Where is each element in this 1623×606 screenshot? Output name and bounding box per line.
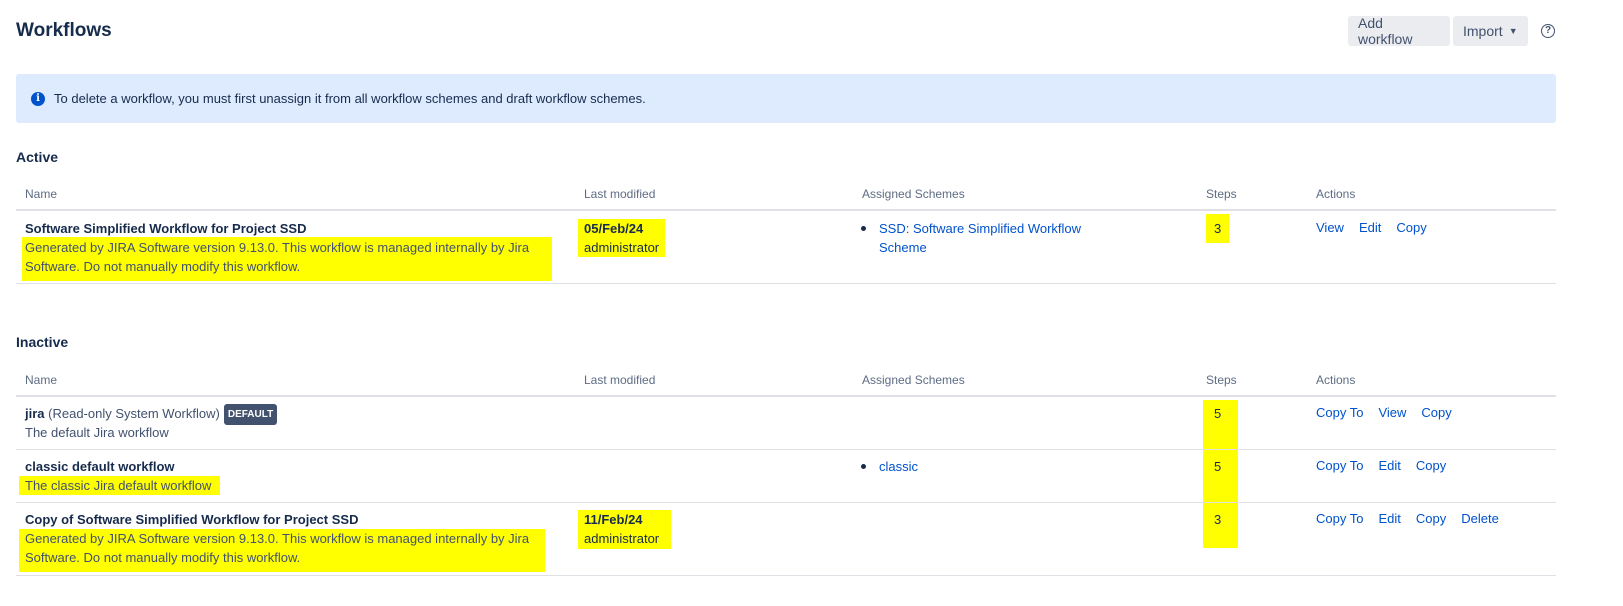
col-name: Name <box>25 187 58 201</box>
workflow-description: Software. Do not manually modify this wo… <box>25 259 301 274</box>
bullet-icon <box>861 226 866 231</box>
scheme-link[interactable]: SSD: Software Simplified Workflow <box>879 221 1082 236</box>
chevron-down-icon: ▼ <box>1508 26 1518 36</box>
section-title-inactive: Inactive <box>16 334 69 350</box>
header-divider <box>16 395 1556 397</box>
copy-to-link[interactable]: Copy To <box>1316 458 1364 473</box>
workflow-description: The default Jira workflow <box>25 425 169 440</box>
copy-link[interactable]: Copy <box>1421 405 1452 420</box>
modified-user: administrator <box>584 240 660 255</box>
col-last-modified: Last modified <box>584 187 656 201</box>
col-name: Name <box>25 373 58 387</box>
workflow-name-text: jira <box>25 406 45 421</box>
copy-to-link[interactable]: Copy To <box>1316 511 1364 526</box>
col-actions: Actions <box>1316 187 1356 201</box>
workflow-description: The classic Jira default workflow <box>25 478 212 493</box>
scheme-link[interactable]: classic <box>879 459 919 474</box>
workflow-description: Software. Do not manually modify this wo… <box>25 550 301 565</box>
workflow-description: Generated by JIRA Software version 9.13.… <box>25 240 530 255</box>
add-workflow-button[interactable]: Add workflow <box>1348 15 1450 47</box>
info-icon: i <box>31 92 45 106</box>
col-last-modified: Last modified <box>584 373 656 387</box>
modified-date: 11/Feb/24 <box>584 512 643 527</box>
steps-count: 3 <box>1214 221 1222 236</box>
add-workflow-label: Add workflow <box>1358 15 1413 47</box>
copy-link[interactable]: Copy <box>1415 458 1447 473</box>
view-link[interactable]: View <box>1378 405 1407 420</box>
scheme-link[interactable]: Scheme <box>879 240 927 255</box>
workflow-name: jira (Read-only System Workflow) DEFAULT <box>25 404 278 425</box>
workflow-name: Software Simplified Workflow for Project… <box>25 221 307 236</box>
edit-link[interactable]: Edit <box>1358 220 1382 235</box>
modified-date: 05/Feb/24 <box>584 221 644 236</box>
import-button[interactable]: Import ▼ <box>1453 16 1528 46</box>
import-label: Import <box>1463 23 1503 39</box>
row-divider <box>16 575 1556 576</box>
workflow-name-suffix: (Read-only System Workflow) <box>48 406 220 421</box>
delete-link[interactable]: Delete <box>1461 511 1499 526</box>
question-circle-icon[interactable]: ? <box>1541 24 1555 38</box>
modified-user: administrator <box>584 531 660 546</box>
col-assigned-schemes: Assigned Schemes <box>862 373 965 387</box>
row-divider <box>16 283 1556 284</box>
edit-link[interactable]: Edit <box>1378 458 1401 473</box>
copy-to-link[interactable]: Copy To <box>1316 405 1364 420</box>
edit-link[interactable]: Edit <box>1378 511 1401 526</box>
page-title: Workflows <box>16 20 112 41</box>
col-steps: Steps <box>1206 187 1237 201</box>
copy-link[interactable]: Copy <box>1396 220 1427 235</box>
banner-text: To delete a workflow, you must first una… <box>54 91 646 106</box>
info-banner: i To delete a workflow, you must first u… <box>16 74 1556 123</box>
workflow-name: classic default workflow <box>25 459 175 474</box>
col-steps: Steps <box>1206 373 1237 387</box>
header-divider <box>16 209 1556 211</box>
steps-count: 3 <box>1214 512 1222 527</box>
copy-link[interactable]: Copy <box>1415 511 1447 526</box>
bullet-icon <box>861 464 866 469</box>
view-link[interactable]: View <box>1316 220 1344 235</box>
row-divider <box>16 449 1556 450</box>
col-assigned-schemes: Assigned Schemes <box>862 187 965 201</box>
workflow-name: Copy of Software Simplified Workflow for… <box>25 512 359 527</box>
steps-count: 5 <box>1214 459 1222 474</box>
default-badge: DEFAULT <box>223 404 278 425</box>
col-actions: Actions <box>1316 373 1356 387</box>
steps-count: 5 <box>1214 406 1222 421</box>
row-divider <box>16 502 1556 503</box>
section-title-active: Active <box>16 149 59 165</box>
workflow-description: Generated by JIRA Software version 9.13.… <box>25 531 530 546</box>
